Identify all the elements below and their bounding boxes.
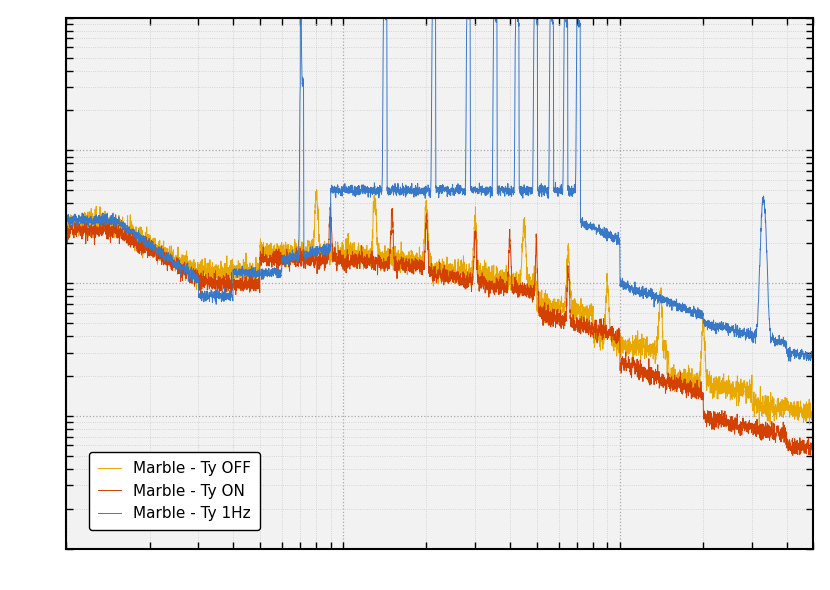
Marble - Ty OFF: [504, 283, 514, 290]
Marble - Ty ON: [332, 260, 342, 267]
Marble - Ty ON: [536, 308, 546, 315]
Legend: Marble - Ty OFF, Marble - Ty ON, Marble - Ty 1Hz: Marble - Ty OFF, Marble - Ty ON, Marble …: [89, 452, 261, 530]
Marble - Ty 1Hz: [332, 186, 342, 193]
Marble - Ty 1Hz: [99, 215, 109, 222]
Line: Marble - Ty OFF: Marble - Ty OFF: [66, 190, 813, 426]
Marble - Ty ON: [99, 226, 109, 233]
Marble - Ty 1Hz: [786, 358, 796, 365]
Marble - Ty OFF: [312, 186, 322, 194]
Marble - Ty OFF: [99, 212, 109, 219]
Marble - Ty ON: [61, 225, 71, 232]
Line: Marble - Ty 1Hz: Marble - Ty 1Hz: [66, 0, 813, 361]
Marble - Ty OFF: [536, 309, 546, 316]
Marble - Ty ON: [325, 200, 335, 207]
Marble - Ty 1Hz: [615, 283, 625, 290]
Marble - Ty 1Hz: [536, 183, 546, 191]
Marble - Ty OFF: [615, 339, 625, 346]
Marble - Ty OFF: [808, 398, 818, 405]
Marble - Ty ON: [615, 362, 625, 369]
Marble - Ty OFF: [754, 422, 764, 430]
Marble - Ty 1Hz: [504, 186, 514, 194]
Marble - Ty 1Hz: [655, 293, 665, 300]
Marble - Ty ON: [808, 449, 818, 456]
Marble - Ty OFF: [61, 220, 71, 227]
Marble - Ty ON: [808, 453, 818, 460]
Marble - Ty 1Hz: [61, 217, 71, 224]
Marble - Ty ON: [655, 378, 665, 385]
Marble - Ty OFF: [332, 255, 342, 262]
Marble - Ty 1Hz: [808, 352, 818, 359]
Marble - Ty OFF: [655, 292, 665, 299]
Marble - Ty ON: [504, 255, 514, 263]
Line: Marble - Ty ON: Marble - Ty ON: [66, 204, 813, 456]
